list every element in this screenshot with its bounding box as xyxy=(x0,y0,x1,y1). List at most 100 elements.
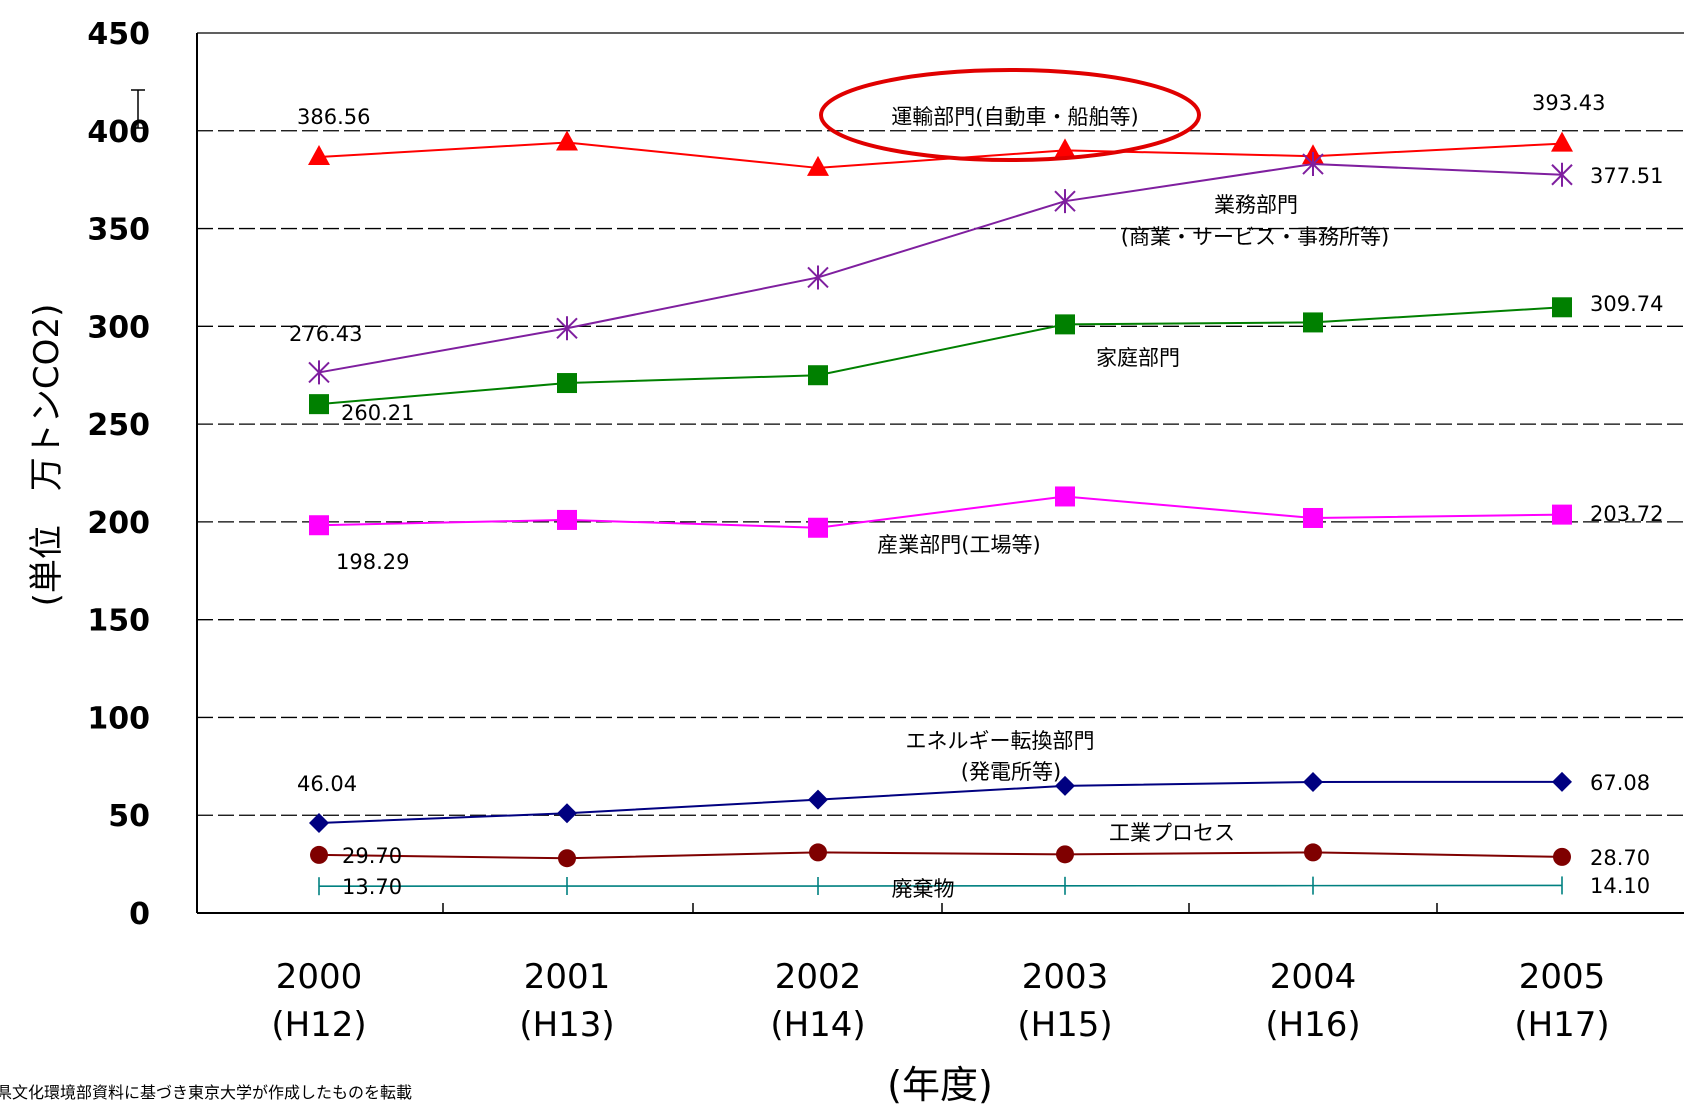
point-transport xyxy=(1551,131,1573,152)
data-label-first: 46.04 xyxy=(297,772,357,796)
x-tick-year: 2004 xyxy=(1270,957,1357,997)
x-tick-era: (H16) xyxy=(1265,1005,1360,1045)
point-transport xyxy=(1054,138,1076,159)
series-line-household xyxy=(318,306,1563,406)
point-energy xyxy=(808,789,828,810)
point-household xyxy=(557,373,577,394)
y-tick-labels: 0 50 100 150 200 250 300 350 400 450 xyxy=(87,17,150,932)
y-tick-label: 50 xyxy=(108,799,150,834)
y-tick-label: 350 xyxy=(87,213,150,248)
point-process xyxy=(558,849,576,868)
axes xyxy=(131,33,1684,914)
data-label-first: 13.70 xyxy=(342,875,402,899)
series-commercial xyxy=(308,152,1573,385)
series-energy xyxy=(309,771,1572,833)
point-transport xyxy=(556,130,578,151)
point-commercial xyxy=(1302,152,1324,177)
series-industry xyxy=(309,486,1572,538)
y-tick-label: 0 xyxy=(129,897,150,932)
x-tick-era: (H12) xyxy=(271,1005,366,1045)
y-tick-label: 200 xyxy=(87,506,150,541)
point-commercial xyxy=(556,316,578,341)
data-label-last: 203.72 xyxy=(1590,502,1663,526)
point-commercial xyxy=(1551,162,1573,187)
y-tick-label: 400 xyxy=(87,115,150,150)
series-line-commercial xyxy=(318,163,1563,374)
point-commercial xyxy=(308,360,330,385)
data-label-first: 386.56 xyxy=(297,105,370,129)
point-transport xyxy=(308,145,330,166)
data-label-last: 377.51 xyxy=(1590,164,1663,188)
point-energy xyxy=(1552,771,1572,792)
point-household xyxy=(1552,297,1572,318)
point-household xyxy=(1303,312,1323,333)
y-tick-label: 150 xyxy=(87,604,150,639)
y-tick-label: 300 xyxy=(87,310,150,345)
series-label-line2: (発電所等) xyxy=(961,760,1061,784)
point-commercial xyxy=(807,265,829,290)
series-label: 運輸部門(自動車・船舶等) xyxy=(891,105,1138,129)
point-energy xyxy=(557,803,577,824)
data-label-first: 198.29 xyxy=(336,550,409,574)
series-label: 家庭部門 xyxy=(1096,346,1180,370)
point-process xyxy=(310,845,328,864)
x-tick-year: 2002 xyxy=(775,957,862,997)
series-line-energy xyxy=(318,780,1563,824)
y-axis-label: (単位 万トンCO2) xyxy=(27,304,67,607)
highlight-ellipse xyxy=(819,68,1201,162)
y-tick-label: 450 xyxy=(87,17,150,52)
point-energy xyxy=(1055,775,1075,796)
point-industry xyxy=(1303,507,1323,528)
series-label-line2: (商業・サービス・事務所等) xyxy=(1121,225,1389,249)
point-energy xyxy=(309,812,329,833)
data-label-last: 393.43 xyxy=(1532,91,1605,115)
x-tick-era: (H14) xyxy=(770,1005,865,1045)
x-tick-year: 2005 xyxy=(1519,957,1606,997)
series-layer xyxy=(308,130,1573,896)
point-industry xyxy=(1055,486,1075,507)
data-label-last: 67.08 xyxy=(1590,771,1650,795)
series-label: 産業部門(工場等) xyxy=(877,533,1040,557)
data-label-last: 309.74 xyxy=(1590,292,1663,316)
series-line-transport xyxy=(318,141,1563,169)
point-household xyxy=(1055,314,1075,335)
x-tick-era: (H17) xyxy=(1514,1005,1609,1045)
series-label: 廃棄物 xyxy=(892,877,955,901)
x-tick-year: 2001 xyxy=(524,957,611,997)
series-label: エネルギー転換部門 xyxy=(906,729,1095,753)
series-line-industry xyxy=(318,495,1563,529)
x-tick-labels: 2000 (H12) 2001 (H13) 2002 (H14) 2003 (H15) 2004… xyxy=(271,957,1609,1045)
x-tick-era: (H13) xyxy=(519,1005,614,1045)
series-waste xyxy=(318,876,1563,896)
data-label-first: 29.70 xyxy=(342,844,402,868)
label-layer: 386.56 393.43 276.43 377.51 260.21 309.74 198.… xyxy=(289,68,1663,901)
point-process xyxy=(1553,847,1571,866)
point-transport xyxy=(807,155,829,176)
point-process xyxy=(1056,845,1074,864)
data-label-last: 14.10 xyxy=(1590,874,1650,898)
range-glyph xyxy=(131,89,145,129)
series-line-waste xyxy=(318,884,1563,888)
data-label-first: 276.43 xyxy=(289,322,362,346)
point-commercial xyxy=(1054,189,1076,214)
series-household xyxy=(309,297,1572,415)
series-transport xyxy=(308,130,1573,176)
point-household xyxy=(808,365,828,386)
point-process xyxy=(809,843,827,862)
point-household xyxy=(309,394,329,415)
point-energy xyxy=(1303,771,1323,792)
source-note: 県文化環境部資料に基づき東京大学が作成したものを転載 xyxy=(0,1083,412,1102)
point-industry xyxy=(1552,504,1572,525)
series-process xyxy=(310,843,1571,868)
data-label-last: 28.70 xyxy=(1590,846,1650,870)
data-label-first: 260.21 xyxy=(341,401,414,425)
point-industry xyxy=(309,515,329,536)
x-tick-year: 2000 xyxy=(276,957,363,997)
series-line-process xyxy=(318,851,1563,860)
point-process xyxy=(1304,843,1322,862)
y-tick-label: 100 xyxy=(87,701,150,736)
point-industry xyxy=(557,509,577,530)
x-axis-label: (年度) xyxy=(887,1063,993,1107)
point-industry xyxy=(808,517,828,538)
